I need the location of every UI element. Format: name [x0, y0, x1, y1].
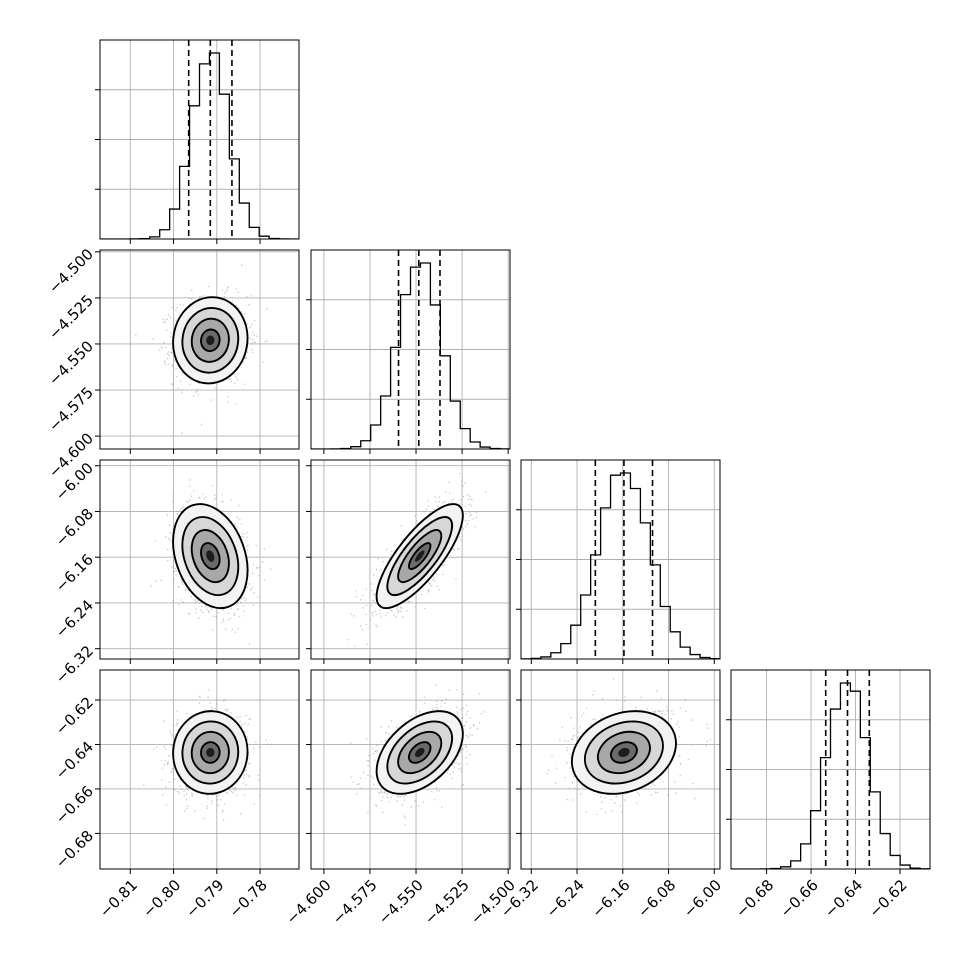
density-level	[618, 747, 630, 758]
y-tick-label: −4.550	[45, 337, 97, 389]
y-tick-label: −4.525	[45, 291, 97, 343]
x-tick-label: −6.24	[543, 876, 588, 921]
x-tick-label: −0.66	[777, 876, 822, 921]
density-level	[206, 550, 215, 562]
contour-line	[172, 296, 249, 385]
contour-line	[190, 730, 230, 775]
contour-line	[407, 542, 432, 571]
x-tick-label: −0.64	[821, 876, 866, 921]
x-tick-label: −4.550	[375, 876, 427, 928]
scatter-panel-1-0	[95, 249, 300, 454]
contour-line	[596, 730, 651, 775]
y-tick-label: −0.64	[52, 738, 97, 783]
x-tick-label: −4.575	[329, 876, 381, 928]
density-level	[206, 335, 215, 346]
density-level	[414, 550, 425, 562]
x-tick-label: −0.80	[139, 876, 184, 921]
contour-line	[200, 328, 221, 353]
contour-line	[190, 317, 230, 363]
density-layer	[311, 465, 510, 650]
contour-line	[172, 503, 249, 610]
x-tick-label: −0.78	[226, 876, 271, 921]
x-tick-label: −0.68	[732, 876, 777, 921]
contour-line	[181, 306, 240, 374]
density-layer	[100, 465, 299, 650]
y-tick-label: −6.24	[52, 596, 97, 641]
contour-line	[200, 542, 221, 571]
contour-line	[375, 503, 464, 610]
y-tick-label: −0.62	[52, 693, 97, 738]
y-tick-label: −0.68	[52, 827, 97, 872]
y-tick-label: −6.32	[52, 642, 97, 687]
x-tick-label: −0.62	[866, 876, 911, 921]
panel-frame	[730, 669, 931, 870]
contour-line	[181, 720, 240, 785]
histogram-panel-1-1	[306, 249, 511, 454]
density-layer	[521, 678, 720, 834]
panel-frame	[310, 669, 511, 870]
panel-frame	[99, 249, 300, 450]
histogram-panel-2-2	[516, 459, 721, 664]
density-level	[206, 747, 215, 758]
contour-line	[375, 710, 464, 795]
histogram-step	[311, 262, 510, 449]
panel-frame	[310, 459, 511, 660]
scatter-panel-2-0	[95, 459, 300, 664]
contour-line	[397, 730, 443, 775]
histogram-step	[521, 472, 720, 659]
scatter-panel-3-2	[516, 669, 721, 874]
density-layer	[311, 684, 510, 834]
x-tick-label: −4.600	[283, 876, 335, 928]
x-tick-label: −6.08	[634, 876, 679, 921]
y-tick-label: −4.500	[45, 245, 97, 297]
panel-frame	[520, 669, 721, 870]
contour-line	[407, 741, 432, 764]
panel-frame	[99, 669, 300, 870]
y-tick-label: −0.66	[52, 782, 97, 827]
x-tick-label: −0.81	[96, 876, 141, 921]
contour-line	[172, 710, 249, 795]
density-layer	[100, 689, 299, 834]
panel-frame	[99, 459, 300, 660]
panel-frame	[99, 39, 300, 240]
contour-line	[200, 741, 221, 764]
contour-line	[397, 529, 443, 584]
contour-line	[386, 720, 454, 785]
contour-line	[609, 741, 638, 764]
x-tick-label: −6.00	[680, 876, 725, 921]
x-tick-label: −6.16	[588, 876, 633, 921]
x-tick-label: −0.79	[182, 876, 227, 921]
contour-line	[570, 710, 677, 795]
density-level	[414, 747, 425, 758]
scatter-panel-2-1	[306, 459, 511, 664]
scatter-panel-3-1	[306, 669, 511, 874]
contour-line	[386, 516, 454, 597]
panel-frame	[520, 459, 721, 660]
histogram-panel-3-3	[726, 669, 931, 874]
density-layer	[100, 251, 299, 437]
y-tick-label: −6.08	[52, 505, 97, 550]
y-tick-label: −4.575	[45, 383, 97, 435]
panel-frame	[310, 249, 511, 450]
scatter-panel-3-0	[95, 669, 300, 874]
histogram-panel-0-0	[95, 39, 300, 244]
contour-line	[190, 529, 230, 584]
contour-line	[181, 516, 240, 597]
y-tick-label: −6.16	[52, 550, 97, 595]
contour-line	[583, 720, 664, 785]
scatter-points	[143, 689, 273, 821]
x-tick-label: −4.525	[421, 876, 473, 928]
